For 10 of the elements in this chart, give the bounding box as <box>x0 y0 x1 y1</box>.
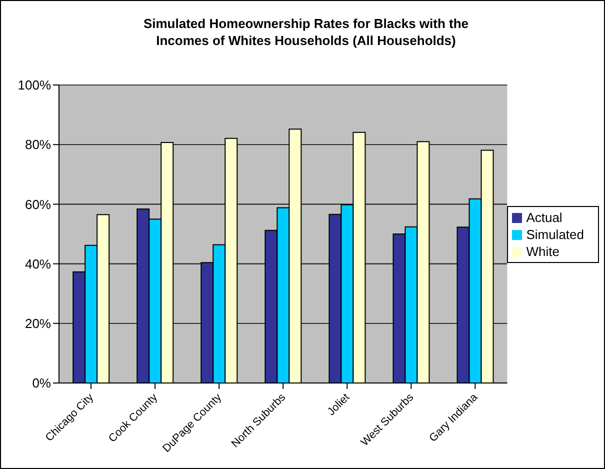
y-tick-label: 40% <box>24 256 52 272</box>
y-tick-label: 20% <box>24 316 52 332</box>
legend-label: Simulated <box>526 226 584 242</box>
legend-label: White <box>526 244 560 258</box>
y-tick-label: 100% <box>18 78 52 93</box>
chart-title: Simulated Homeownership Rates for Blacks with the Incomes of Whites Households (All Households) <box>142 15 470 49</box>
y-tick-label: 0% <box>32 376 52 391</box>
y-tick-label: 60% <box>24 196 52 212</box>
legend-label: Actual <box>526 210 562 224</box>
y-tick-label: 80% <box>24 137 52 152</box>
